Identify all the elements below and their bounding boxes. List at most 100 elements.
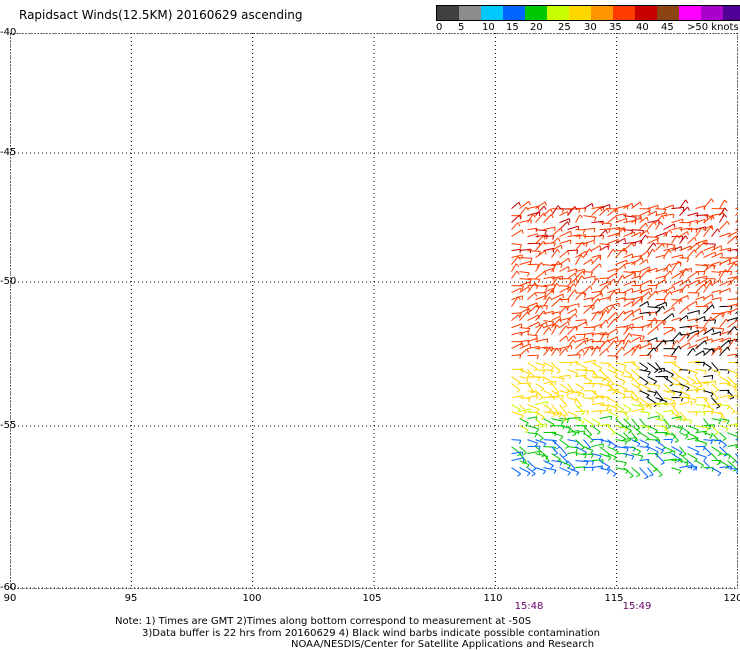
colorbar-label: 45 bbox=[661, 22, 674, 33]
wind-barb-flag bbox=[582, 291, 586, 296]
wind-barb bbox=[687, 249, 695, 258]
wind-barb-flag bbox=[703, 271, 706, 276]
wind-barb bbox=[551, 418, 564, 422]
wind-barb bbox=[527, 337, 538, 343]
wind-barb bbox=[631, 308, 641, 315]
wind-barb bbox=[703, 390, 714, 394]
wind-barb bbox=[631, 408, 645, 413]
wind-barb bbox=[687, 425, 699, 431]
wind-barb bbox=[687, 212, 698, 217]
wind-barb bbox=[679, 425, 690, 434]
wind-barb bbox=[631, 334, 645, 337]
wind-barb-flag bbox=[518, 202, 521, 207]
wind-barb bbox=[615, 247, 625, 258]
wind-barb-flag bbox=[710, 393, 714, 398]
wind-barb-flag bbox=[543, 205, 547, 210]
wind-barb bbox=[527, 302, 538, 308]
wind-barb bbox=[599, 204, 610, 210]
wind-barb-flag bbox=[626, 439, 632, 442]
wind-barb-flag bbox=[584, 454, 587, 459]
wind-barb-flag bbox=[725, 269, 729, 273]
wind-barb bbox=[679, 446, 687, 455]
wind-barb-flag bbox=[582, 270, 586, 276]
wind-barb-flag bbox=[621, 346, 625, 351]
wind-barb-flag bbox=[626, 448, 629, 453]
wind-barb-flag bbox=[591, 259, 593, 264]
wind-barb bbox=[543, 347, 551, 356]
wind-barb bbox=[543, 369, 553, 372]
wind-barb bbox=[687, 270, 699, 280]
wind-barb-flag bbox=[539, 397, 544, 400]
wind-barb bbox=[695, 250, 703, 258]
wind-barb bbox=[599, 331, 607, 342]
wind-barb-flag bbox=[563, 414, 568, 417]
wind-barb-flag bbox=[639, 215, 642, 220]
wind-barb bbox=[703, 404, 714, 410]
wind-barb bbox=[687, 453, 698, 460]
wind-barb bbox=[591, 323, 602, 329]
wind-barb-flag bbox=[521, 451, 524, 456]
wind-barb bbox=[567, 361, 579, 364]
wind-barb bbox=[711, 402, 721, 406]
map-title: Rapidsact Winds(12.5KM) 20160629 ascendi… bbox=[19, 8, 303, 22]
wind-barb-flag bbox=[633, 298, 635, 303]
wind-barb-flag bbox=[549, 296, 553, 301]
wind-barb bbox=[639, 467, 649, 478]
wind-barb bbox=[639, 269, 649, 279]
wind-barb bbox=[623, 418, 631, 426]
wind-barb bbox=[735, 355, 738, 357]
wind-barb-flag bbox=[713, 398, 719, 401]
wind-barb-flag bbox=[701, 227, 706, 231]
wind-barb bbox=[535, 271, 546, 279]
wind-barb bbox=[695, 214, 709, 217]
wind-barb bbox=[511, 457, 525, 462]
wind-barb-flag bbox=[703, 412, 706, 417]
wind-barb bbox=[559, 439, 569, 447]
wind-barb-flag bbox=[559, 318, 562, 323]
wind-barb-flag bbox=[561, 378, 565, 383]
wind-barb-flag bbox=[655, 290, 659, 295]
wind-barb-flag bbox=[565, 335, 569, 340]
wind-barb-flag bbox=[641, 327, 644, 332]
wind-barb-flag bbox=[636, 376, 641, 380]
wind-barb bbox=[567, 369, 579, 374]
wind-barb-flag bbox=[625, 250, 628, 255]
wind-barb-flag bbox=[684, 435, 689, 440]
wind-barb bbox=[679, 278, 689, 287]
wind-barb bbox=[511, 214, 520, 223]
wind-barb-flag bbox=[735, 276, 738, 282]
wind-barb bbox=[527, 432, 537, 435]
wind-barb bbox=[615, 204, 628, 210]
wind-barb bbox=[719, 199, 725, 209]
wind-barb bbox=[543, 214, 552, 223]
wind-barb-flag bbox=[695, 466, 698, 471]
wind-barb bbox=[703, 418, 712, 429]
wind-barb bbox=[711, 467, 722, 474]
wind-barb bbox=[727, 432, 738, 438]
wind-barb bbox=[639, 258, 648, 266]
wind-barb-flag bbox=[542, 377, 546, 382]
wind-barb bbox=[559, 446, 568, 456]
wind-barb bbox=[615, 297, 626, 301]
wind-barb bbox=[551, 276, 559, 286]
wind-barb bbox=[567, 460, 576, 470]
wind-barb-flag bbox=[531, 473, 536, 477]
wind-barb bbox=[535, 295, 546, 301]
wind-barb bbox=[583, 275, 596, 280]
wind-barb bbox=[711, 369, 721, 373]
wind-barb-flag bbox=[688, 279, 691, 284]
wind-barb bbox=[631, 255, 642, 259]
wind-barb-flag bbox=[552, 413, 556, 418]
wind-barb bbox=[703, 424, 715, 427]
wind-barb bbox=[599, 467, 610, 472]
wind-barb bbox=[575, 234, 586, 238]
wind-barb bbox=[631, 216, 642, 224]
wind-barb-flag bbox=[718, 440, 722, 445]
wind-barb-flag bbox=[636, 474, 641, 478]
wind-barb-flag bbox=[557, 276, 561, 281]
wind-barb bbox=[647, 467, 654, 476]
wind-barb bbox=[703, 301, 712, 308]
wind-barb bbox=[631, 231, 641, 238]
wind-barb bbox=[527, 282, 536, 293]
wind-barb bbox=[583, 285, 591, 293]
